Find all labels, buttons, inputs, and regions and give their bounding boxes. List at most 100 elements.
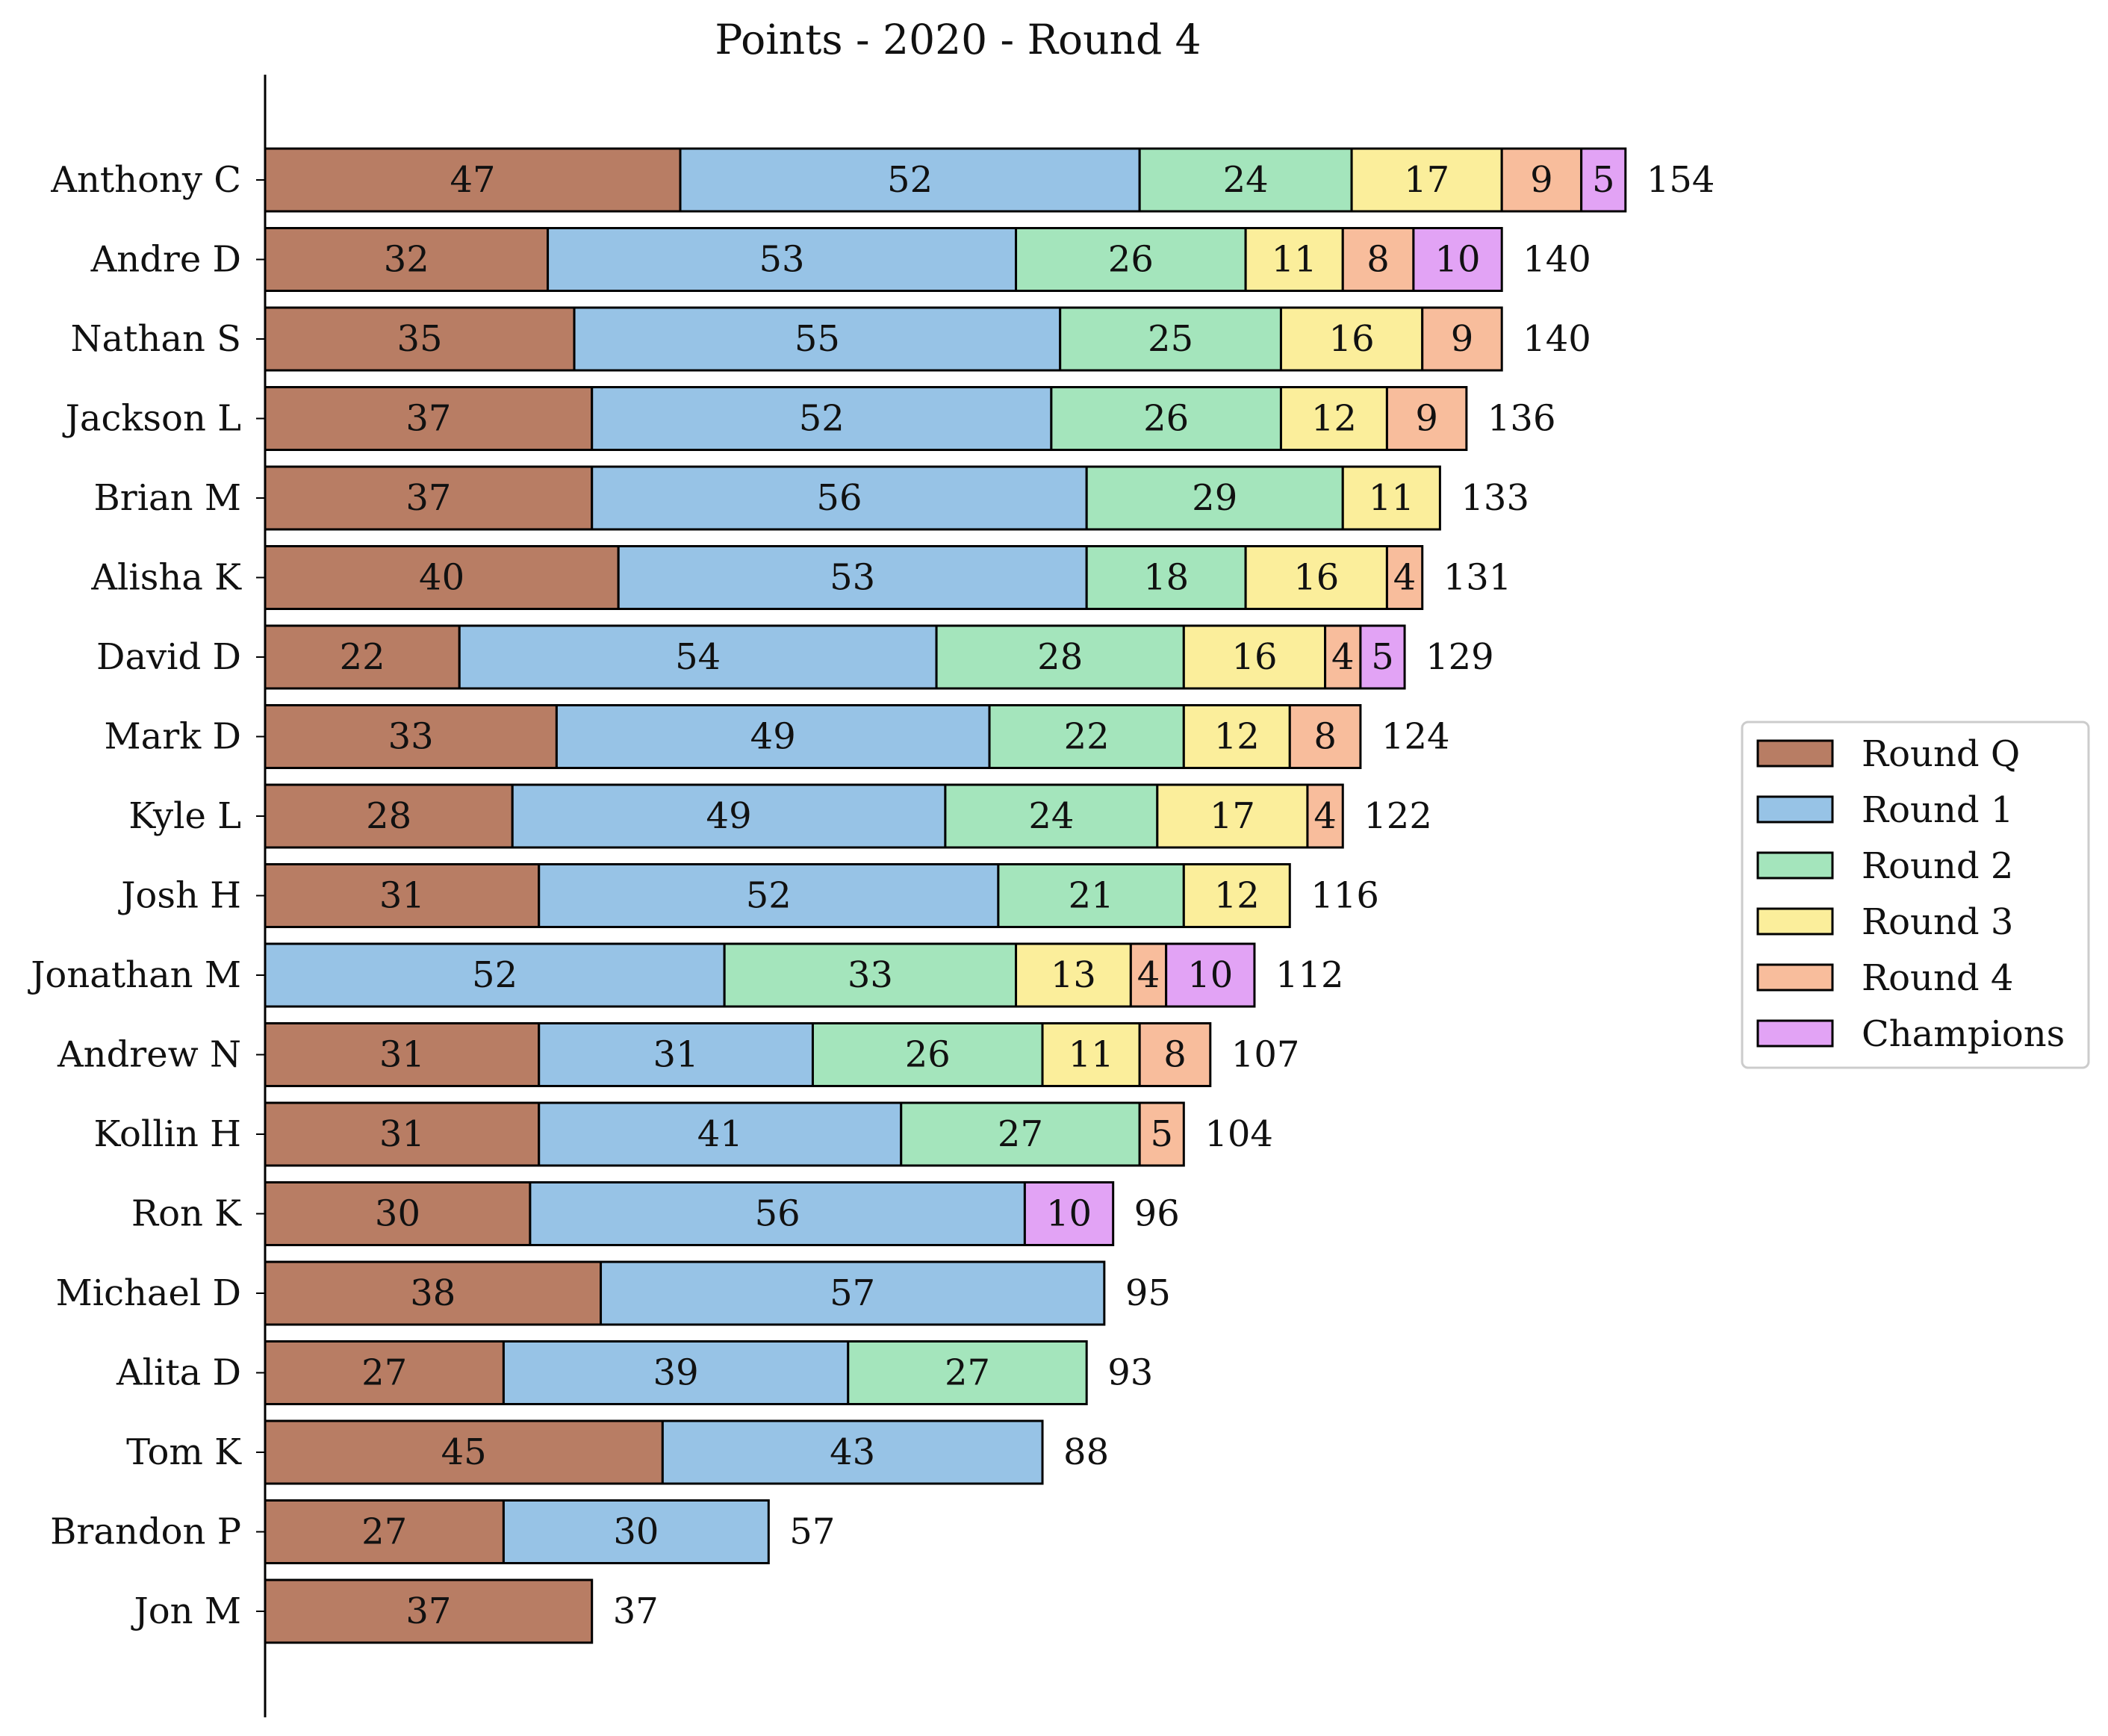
segment-value-label: 12 <box>1311 398 1357 440</box>
total-value-label-andre-d: 140 <box>1523 239 1591 281</box>
chart-title: Points - 2020 - Round 4 <box>715 16 1201 63</box>
segment-value-label: 57 <box>830 1272 875 1314</box>
bar-segment-round-1-brandon-p <box>502 1499 770 1564</box>
legend-label-round-2: Round 2 <box>1862 845 2013 887</box>
total-value-label-jonathan-m: 112 <box>1275 954 1344 996</box>
segment-value-label: 10 <box>1187 954 1233 996</box>
y-tick-label-nathan-s: Nathan S <box>71 318 242 360</box>
legend-label-round-q: Round Q <box>1862 733 2020 775</box>
segment-value-label: 45 <box>441 1431 487 1473</box>
segment-value-label: 11 <box>1069 1034 1114 1076</box>
segment-value-label: 21 <box>1069 875 1114 917</box>
total-value-label-jon-m: 37 <box>613 1590 659 1632</box>
bar-segment-champions-andre-d <box>1412 227 1503 292</box>
bar-segment-round-q-kollin-h <box>264 1101 541 1167</box>
segment-value-label: 4 <box>1331 636 1355 678</box>
segment-value-label: 27 <box>361 1511 407 1553</box>
total-value-label-jackson-l: 136 <box>1487 398 1556 440</box>
segment-value-label: 26 <box>1143 398 1189 440</box>
segment-value-label: 35 <box>397 318 442 360</box>
legend-swatch-champions <box>1756 1019 1834 1048</box>
segment-value-label: 30 <box>613 1511 659 1553</box>
segment-value-label: 9 <box>1415 398 1438 440</box>
total-value-label-andrew-n: 107 <box>1231 1034 1300 1076</box>
segment-value-label: 33 <box>388 716 434 758</box>
total-value-label-brandon-p: 57 <box>789 1511 835 1553</box>
total-value-label-kyle-l: 122 <box>1364 795 1432 837</box>
segment-value-label: 8 <box>1367 239 1390 281</box>
bar-segment-round-1-jonathan-m <box>264 942 726 1008</box>
segment-value-label: 5 <box>1371 636 1394 678</box>
y-tick-label-kyle-l: Kyle L <box>128 795 241 837</box>
y-tick-label-david-d: David D <box>96 636 241 678</box>
segment-value-label: 25 <box>1148 318 1193 360</box>
segment-value-label: 33 <box>848 954 893 996</box>
segment-value-label: 55 <box>795 318 840 360</box>
bar-segment-round-q-brian-m <box>264 465 594 531</box>
total-value-label-kollin-h: 104 <box>1204 1113 1273 1155</box>
segment-value-label: 54 <box>675 636 721 678</box>
segment-value-label: 32 <box>384 239 429 281</box>
segment-value-label: 53 <box>830 557 875 599</box>
bar-segment-champions-anthony-c <box>1580 147 1627 213</box>
bar-segment-round-3-brian-m <box>1341 465 1441 531</box>
bar-segment-round-4-kollin-h <box>1138 1101 1185 1167</box>
bar-segment-round-q-alita-d <box>264 1340 505 1405</box>
y-tick-label-brandon-p: Brandon P <box>50 1511 241 1553</box>
segment-value-label: 30 <box>375 1193 420 1235</box>
y-tick-label-brian-m: Brian M <box>93 477 241 519</box>
total-value-label-brian-m: 133 <box>1461 477 1529 519</box>
segment-value-label: 41 <box>697 1113 743 1155</box>
segment-value-label: 16 <box>1329 318 1375 360</box>
segment-value-label: 5 <box>1150 1113 1173 1155</box>
total-value-label-tom-k: 88 <box>1063 1431 1109 1473</box>
y-tick-label-alita-d: Alita D <box>116 1352 241 1394</box>
bar-segment-round-3-jackson-l <box>1279 386 1388 451</box>
segment-value-label: 13 <box>1051 954 1096 996</box>
y-tick-label-alisha-k: Alisha K <box>90 557 242 599</box>
y-tick-label-michael-d: Michael D <box>56 1272 241 1314</box>
total-value-label-mark-d: 124 <box>1381 716 1450 758</box>
bar-segment-round-1-david-d <box>458 624 938 690</box>
y-tick-label-jonathan-m: Jonathan M <box>27 954 241 996</box>
segment-value-label: 27 <box>945 1352 990 1394</box>
segment-value-label: 22 <box>1064 716 1110 758</box>
legend-label-round-1: Round 1 <box>1862 789 2013 831</box>
segment-value-label: 18 <box>1143 557 1189 599</box>
bar-segment-round-1-jackson-l <box>591 386 1053 451</box>
segment-value-label: 37 <box>405 1590 451 1632</box>
segment-value-label: 5 <box>1592 159 1615 201</box>
bar-segment-round-4-kyle-l <box>1306 783 1344 849</box>
segment-value-label: 40 <box>419 557 464 599</box>
bar-segment-round-2-alita-d <box>847 1340 1088 1405</box>
segment-value-label: 24 <box>1028 795 1074 837</box>
bar-segment-round-q-david-d <box>264 624 461 690</box>
segment-value-label: 52 <box>887 159 933 201</box>
segment-value-label: 28 <box>1037 636 1083 678</box>
segment-value-label: 10 <box>1046 1193 1092 1235</box>
bar-segment-round-1-kyle-l <box>511 783 947 849</box>
bar-segment-round-q-jon-m <box>264 1578 594 1644</box>
bar-segment-round-2-alisha-k <box>1085 545 1247 610</box>
bar-segment-round-2-kollin-h <box>900 1101 1141 1167</box>
bar-segment-round-3-david-d <box>1182 624 1327 690</box>
segment-value-label: 26 <box>905 1034 951 1076</box>
segment-value-label: 39 <box>653 1352 699 1394</box>
segment-value-label: 28 <box>366 795 411 837</box>
y-tick-label-josh-h: Josh H <box>117 875 241 917</box>
total-value-label-michael-d: 95 <box>1125 1272 1171 1314</box>
bar-segment-round-2-andrew-n <box>811 1022 1044 1087</box>
bar-segment-champions-ron-k <box>1023 1181 1115 1246</box>
bar-segment-round-4-nathan-s <box>1421 306 1503 372</box>
segment-value-label: 4 <box>1313 795 1337 837</box>
segment-value-label: 31 <box>653 1034 699 1076</box>
bar-segment-round-3-alisha-k <box>1244 545 1388 610</box>
bar-segment-round-2-josh-h <box>997 863 1185 928</box>
total-value-label-alisha-k: 131 <box>1443 557 1512 599</box>
bar-segment-round-3-andre-d <box>1244 227 1344 292</box>
legend: Round Q Round 1 Round 2 Round 3 Round 4 Champ… <box>1741 721 2090 1069</box>
segment-value-label: 26 <box>1108 239 1154 281</box>
legend-swatch-round-1 <box>1756 795 1834 824</box>
